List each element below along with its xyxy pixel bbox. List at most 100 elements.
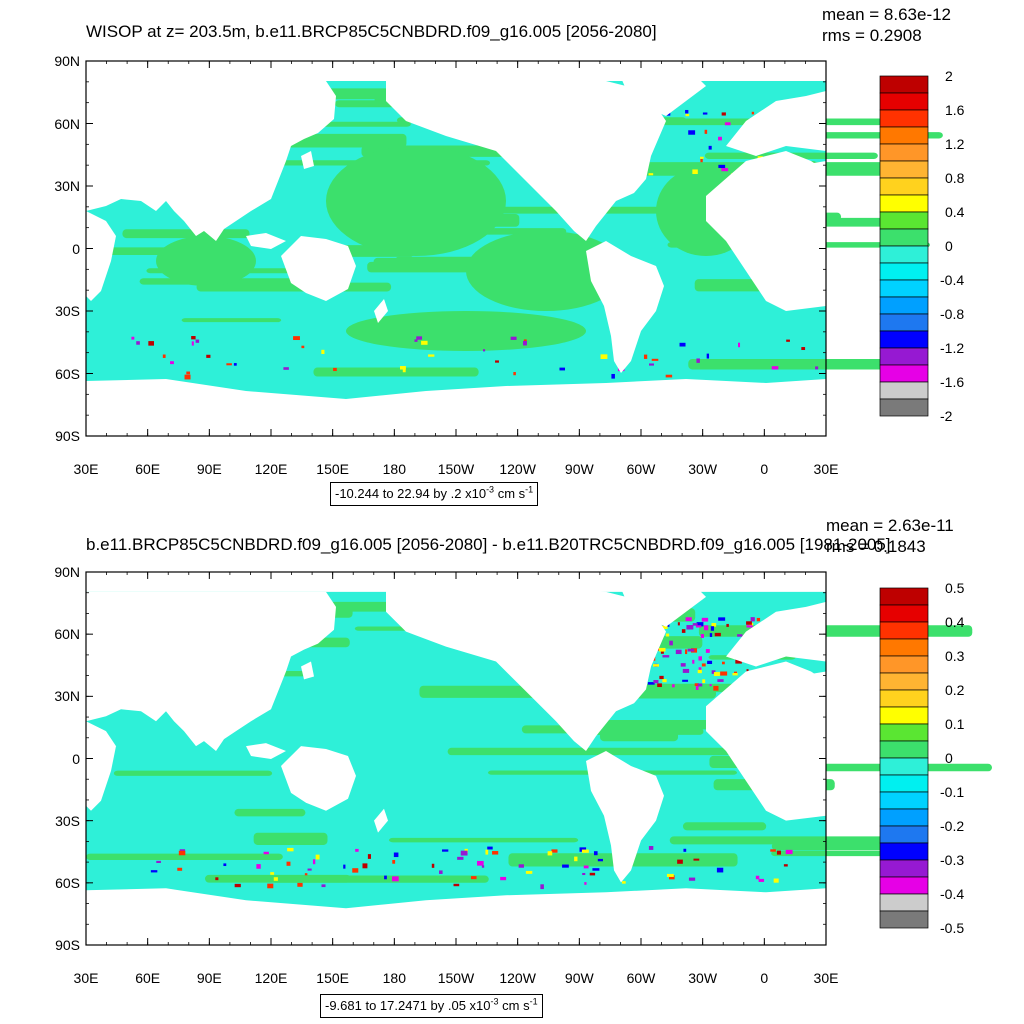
colorbar-swatch (879, 398, 929, 417)
colorbar-swatch (879, 825, 929, 844)
colorbar-swatch (879, 313, 929, 332)
colorbar-swatch (879, 194, 929, 213)
colorbar-swatch (879, 160, 929, 179)
lat-tick-label: 60N (54, 115, 80, 132)
lon-tick-label: 180 (382, 461, 406, 477)
panel-2-title: b.e11.BRCP85C5CNBDRD.f09_g16.005 [2056-2… (86, 535, 891, 554)
lat-tick-label: 90S (55, 428, 80, 444)
lon-tick-label: 120E (254, 970, 288, 986)
colorbar-label: -0.4 (940, 886, 965, 902)
colorbar-swatch (879, 92, 929, 111)
colorbar-swatch (879, 723, 929, 742)
lon-tick-label: 150E (316, 970, 349, 986)
colorbar-swatch (879, 75, 929, 94)
lon-tick-label: 60E (135, 970, 161, 986)
lon-tick-label: 120W (499, 461, 536, 477)
lon-tick-label: 60E (135, 461, 161, 477)
lon-tick-label: 30E (73, 461, 99, 477)
colorbar-label: -1.6 (940, 374, 965, 390)
lat-tick-label: 90S (55, 937, 80, 953)
colorbar-label: 0.3 (945, 648, 965, 664)
colorbar-label: 0.4 (945, 614, 965, 630)
colorbar-label: -0.1 (940, 784, 965, 800)
colorbar-label: -0.4 (940, 272, 965, 288)
panel-1-title: WISOP at z= 203.5m, b.e11.BRCP85C5CNBDRD… (86, 22, 657, 41)
lon-tick-label: 30E (813, 970, 839, 986)
colorbar-label: 0 (945, 238, 953, 254)
colorbar-swatch (879, 143, 929, 162)
lat-tick-label: 90N (54, 53, 80, 69)
lat-tick-label: 30N (54, 178, 80, 194)
colorbar-swatch (879, 655, 929, 674)
colorbar-swatch (879, 228, 929, 247)
panel-2-range-box: -9.681 to 17.2471 by .05 x10-3 cm s-1 (320, 994, 543, 1018)
lat-tick-label: 30S (55, 303, 80, 319)
lon-tick-label: 30W (688, 970, 718, 986)
colorbar-swatch (879, 808, 929, 827)
colorbar-label: 2 (945, 68, 953, 84)
colorbar-swatch (879, 381, 929, 400)
colorbar-swatch (879, 757, 929, 776)
colorbar-swatch (879, 740, 929, 759)
colorbar-swatch (879, 262, 929, 281)
colorbar-swatch (879, 296, 929, 315)
lon-tick-label: 30W (688, 461, 718, 477)
colorbar-swatch (879, 842, 929, 861)
colorbar-swatch (879, 604, 929, 623)
colorbar-label: -0.2 (940, 818, 965, 834)
colorbar-swatch (879, 330, 929, 349)
colorbar-label: 0 (945, 750, 953, 766)
colorbar-label: -0.3 (940, 852, 965, 868)
lat-tick-label: 60S (55, 874, 80, 891)
lat-tick-label: 60S (55, 365, 80, 382)
colorbar-swatch (879, 177, 929, 196)
colorbar-swatch (879, 706, 929, 725)
lon-tick-label: 90W (564, 970, 594, 986)
lon-tick-label: 90E (196, 970, 222, 986)
lon-tick-label: 90W (564, 461, 594, 477)
lon-tick-label: 120W (499, 970, 536, 986)
panel-1-mean: mean = 8.63e-12 (822, 5, 952, 24)
lon-tick-label: 0 (760, 970, 769, 986)
lon-tick-label: 30E (813, 461, 839, 477)
panel-2-range-unit-exp: -1 (529, 996, 538, 1007)
colorbar-label: 1.2 (945, 136, 965, 152)
colorbar-label: -0.5 (940, 920, 965, 936)
colorbar-label: -1.2 (940, 340, 965, 356)
colorbar-swatch (879, 791, 929, 810)
panel-1-range-box: -10.244 to 22.94 by .2 x10-3 cm s-1 (330, 482, 539, 506)
panel-2-mean: mean = 2.63e-11 (826, 516, 954, 535)
lon-tick-label: 90E (196, 461, 222, 477)
lon-tick-label: 60W (626, 461, 656, 477)
colorbar-swatch (879, 211, 929, 230)
panel-1-map (85, 60, 943, 437)
colorbar-swatch (879, 109, 929, 128)
colorbar-label: 0.5 (945, 580, 965, 596)
lon-tick-label: 150E (316, 461, 349, 477)
colorbar-swatch (879, 245, 929, 264)
panel-1-rms: rms = 0.2908 (822, 26, 922, 45)
colorbar-swatch (879, 621, 929, 640)
panel-2-range-unit: cm s (498, 998, 530, 1013)
panel-1-colorbar (879, 75, 929, 417)
lon-tick-label: 0 (760, 461, 769, 477)
lat-tick-label: 0 (72, 750, 80, 767)
colorbar-swatch (879, 859, 929, 878)
colorbar-label: -2 (940, 408, 953, 424)
colorbar-swatch (879, 774, 929, 793)
colorbar-label: 1.6 (945, 102, 965, 118)
lon-tick-label: 180 (382, 970, 406, 986)
colorbar-swatch (879, 638, 929, 657)
panel-1-range-label: -10.244 to 22.94 by .2 x10 (335, 486, 487, 501)
lon-tick-label: 60W (626, 970, 656, 986)
colorbar-label: 0.2 (945, 682, 965, 698)
lat-tick-label: 30N (54, 688, 80, 705)
lat-tick-label: 90N (54, 564, 80, 580)
colorbar-swatch (879, 689, 929, 708)
colorbar-label: 0.8 (945, 170, 965, 186)
panel-2-colorbar (879, 587, 929, 929)
colorbar-swatch (879, 347, 929, 366)
colorbar-label: 0.4 (945, 204, 965, 220)
lat-tick-label: 60N (54, 626, 80, 643)
panel-2-rms: rms = 0.1843 (826, 537, 926, 556)
